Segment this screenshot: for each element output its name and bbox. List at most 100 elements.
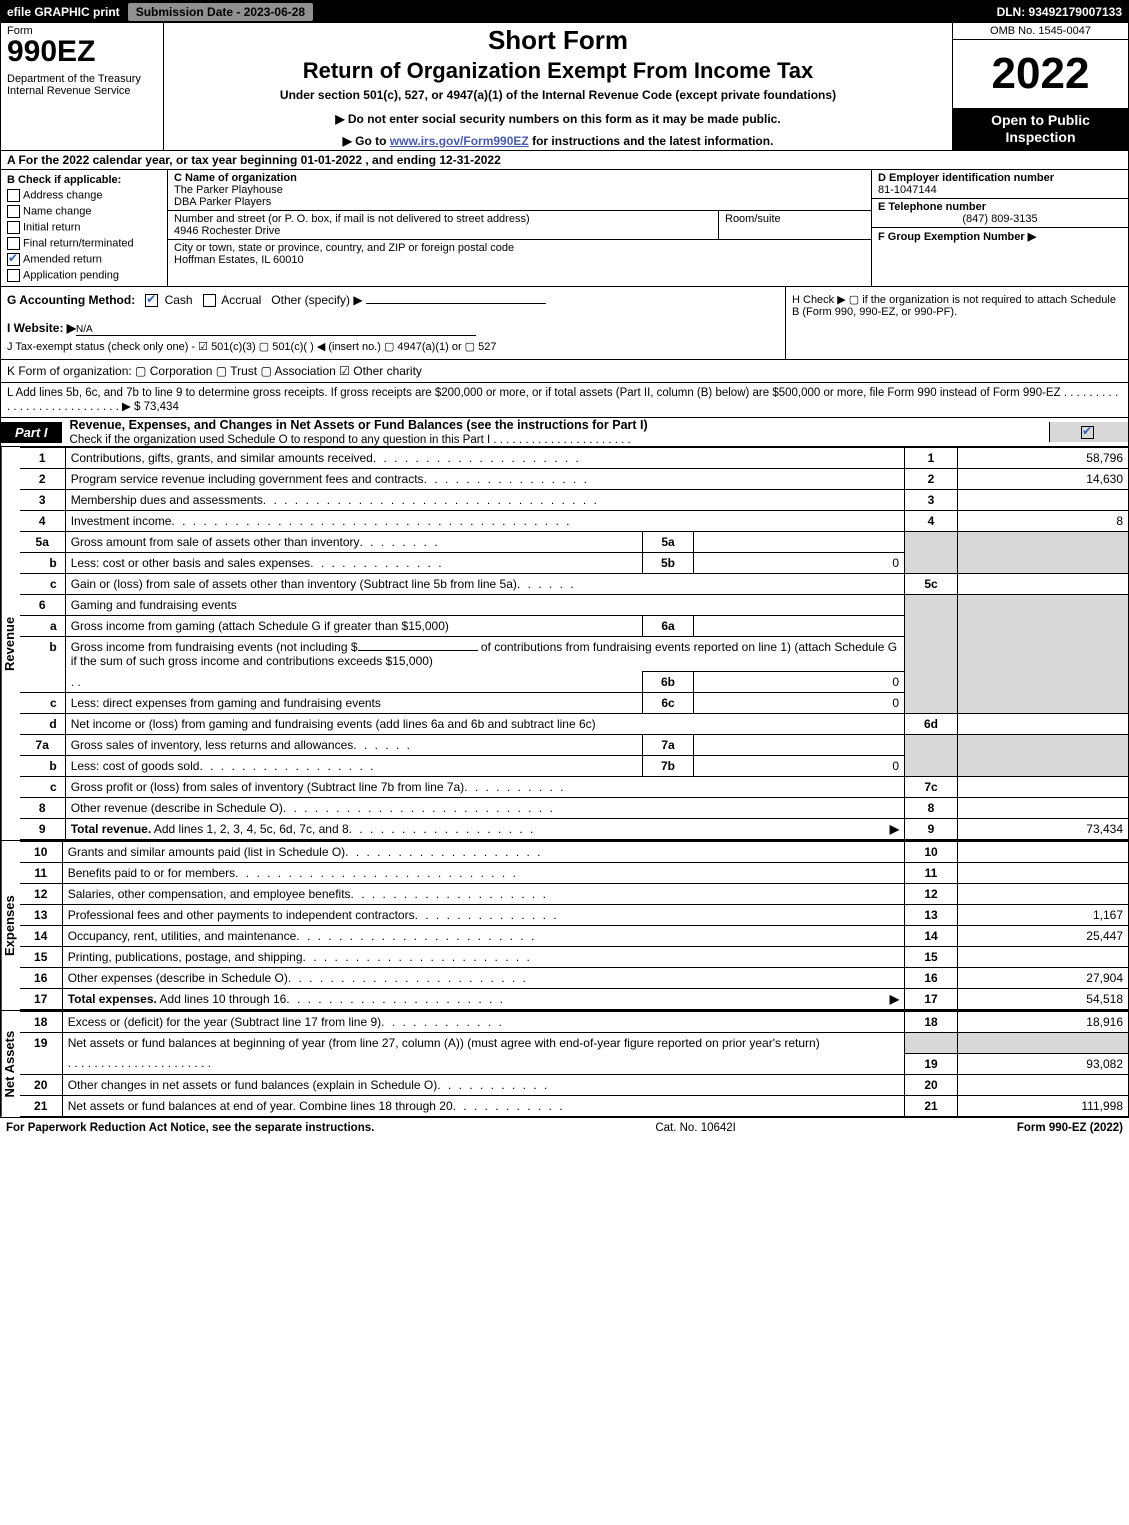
- section-ghi: G Accounting Method: Cash Accrual Other …: [1, 287, 1128, 360]
- ein-value: 81-1047144: [878, 184, 937, 196]
- efile-print-label: efile GRAPHIC print: [7, 5, 120, 19]
- submission-date: Submission Date - 2023-06-28: [128, 3, 313, 21]
- schedule-o-check[interactable]: [1081, 426, 1094, 439]
- line-l-text: L Add lines 5b, 6c, and 7b to line 9 to …: [7, 387, 1061, 399]
- org-name-1: The Parker Playhouse: [174, 184, 283, 196]
- org-name-label: C Name of organization: [174, 172, 297, 184]
- line-h: H Check ▶ ▢ if the organization is not r…: [785, 287, 1128, 359]
- line-12: 12Salaries, other compensation, and empl…: [20, 884, 1128, 905]
- netassets-vert-label: Net Assets: [1, 1011, 20, 1117]
- org-city-block: City or town, state or province, country…: [168, 240, 871, 268]
- addr-value: 4946 Rochester Drive: [174, 225, 280, 237]
- chk-cash[interactable]: [145, 294, 158, 307]
- dept-label: Department of the Treasury Internal Reve…: [7, 73, 157, 97]
- group-exemption-label: F Group Exemption Number ▶: [878, 231, 1036, 243]
- line-5c: cGain or (loss) from sale of assets othe…: [20, 574, 1128, 595]
- part-1-title-text: Revenue, Expenses, and Changes in Net As…: [70, 418, 648, 432]
- line-15: 15Printing, publications, postage, and s…: [20, 947, 1128, 968]
- form-number: 990EZ: [7, 37, 157, 67]
- expenses-section: Expenses 10Grants and similar amounts pa…: [1, 840, 1128, 1010]
- chk-amended-return[interactable]: Amended return: [7, 253, 161, 266]
- part-1-check: [1049, 422, 1128, 442]
- footer-left: For Paperwork Reduction Act Notice, see …: [6, 1122, 374, 1134]
- line-7a: 7aGross sales of inventory, less returns…: [20, 735, 1128, 756]
- under-section: Under section 501(c), 527, or 4947(a)(1)…: [172, 88, 944, 102]
- omb-number: OMB No. 1545-0047: [953, 23, 1128, 40]
- open-inspection: Open to Public Inspection: [953, 108, 1128, 150]
- row-a-tax-year: A For the 2022 calendar year, or tax yea…: [1, 151, 1128, 170]
- chk-amended-return-label: Amended return: [23, 253, 102, 265]
- line-21: 21Net assets or fund balances at end of …: [20, 1095, 1128, 1116]
- line-6d: dNet income or (loss) from gaming and fu…: [20, 714, 1128, 735]
- irs-link[interactable]: www.irs.gov/Form990EZ: [390, 134, 529, 148]
- line-19: . . . . . . . . . . . . . . . . . . . . …: [20, 1053, 1128, 1074]
- phone-label: E Telephone number: [878, 201, 986, 213]
- line-4: 4Investment income . . . . . . . . . . .…: [20, 511, 1128, 532]
- line-19-text: 19Net assets or fund balances at beginni…: [20, 1033, 1128, 1054]
- expenses-table: 10Grants and similar amounts paid (list …: [20, 841, 1128, 1010]
- part-1-header: Part I Revenue, Expenses, and Changes in…: [1, 417, 1128, 447]
- header-center: Short Form Return of Organization Exempt…: [164, 23, 952, 150]
- top-bar: efile GRAPHIC print Submission Date - 20…: [1, 1, 1128, 23]
- line-5a: 5aGross amount from sale of assets other…: [20, 532, 1128, 553]
- line-16: 16Other expenses (describe in Schedule O…: [20, 968, 1128, 989]
- ssn-note: ▶ Do not enter social security numbers o…: [172, 112, 944, 126]
- expenses-vert-label: Expenses: [1, 841, 20, 1010]
- line-17: 17Total expenses. Add lines 10 through 1…: [20, 989, 1128, 1010]
- line-k: K Form of organization: ▢ Corporation ▢ …: [1, 360, 1128, 383]
- header-left: Form 990EZ Department of the Treasury In…: [1, 23, 164, 150]
- phone-value: (847) 809-3135: [878, 213, 1122, 225]
- chk-name-change-label: Name change: [23, 205, 92, 217]
- i-label: I Website: ▶: [7, 321, 76, 335]
- info-row-bcd: B Check if applicable: Address change Na…: [1, 170, 1128, 287]
- chk-final-return-label: Final return/terminated: [23, 237, 134, 249]
- footer-right: Form 990-EZ (2022): [1017, 1122, 1123, 1134]
- chk-application-pending-label: Application pending: [23, 269, 119, 281]
- chk-address-change[interactable]: Address change: [7, 189, 161, 202]
- ghi-left: G Accounting Method: Cash Accrual Other …: [1, 287, 785, 359]
- netassets-section: Net Assets 18Excess or (deficit) for the…: [1, 1010, 1128, 1117]
- g-cash: Cash: [165, 293, 193, 307]
- tax-year: 2022: [953, 40, 1128, 108]
- col-b-header: B Check if applicable:: [7, 174, 121, 186]
- phone-block: E Telephone number (847) 809-3135: [872, 199, 1128, 228]
- goto-suffix: for instructions and the latest informat…: [529, 134, 774, 148]
- line-j: J Tax-exempt status (check only one) - ☑…: [7, 340, 779, 353]
- goto-line: ▶ Go to www.irs.gov/Form990EZ for instru…: [172, 134, 944, 148]
- line-14: 14Occupancy, rent, utilities, and mainte…: [20, 926, 1128, 947]
- g-accrual: Accrual: [221, 293, 261, 307]
- chk-final-return[interactable]: Final return/terminated: [7, 237, 161, 250]
- line-1: 1Contributions, gifts, grants, and simil…: [20, 448, 1128, 469]
- chk-accrual[interactable]: [203, 294, 216, 307]
- line-18: 18Excess or (deficit) for the year (Subt…: [20, 1012, 1128, 1033]
- dln-label: DLN: 93492179007133: [997, 5, 1122, 19]
- room-suite: Room/suite: [718, 211, 871, 239]
- city-value: Hoffman Estates, IL 60010: [174, 254, 304, 266]
- i-value: N/A: [76, 324, 476, 336]
- line-20: 20Other changes in net assets or fund ba…: [20, 1074, 1128, 1095]
- chk-initial-return-label: Initial return: [23, 221, 80, 233]
- chk-application-pending[interactable]: Application pending: [7, 269, 161, 282]
- line-11: 11Benefits paid to or for members . . . …: [20, 863, 1128, 884]
- part-1-tab: Part I: [1, 422, 62, 443]
- part-1-title: Revenue, Expenses, and Changes in Net As…: [62, 418, 648, 446]
- group-exemption-block: F Group Exemption Number ▶: [872, 228, 1128, 245]
- col-b-check: B Check if applicable: Address change Na…: [1, 170, 168, 286]
- line-l-amount: ▶ $ 73,434: [122, 401, 179, 413]
- col-d-ids: D Employer identification number 81-1047…: [871, 170, 1128, 286]
- line-7c: cGross profit or (loss) from sales of in…: [20, 777, 1128, 798]
- line-2: 2Program service revenue including gover…: [20, 469, 1128, 490]
- org-name-2: DBA Parker Players: [174, 196, 271, 208]
- revenue-section: Revenue 1Contributions, gifts, grants, a…: [1, 447, 1128, 840]
- addr-label: Number and street (or P. O. box, if mail…: [174, 213, 530, 225]
- chk-initial-return[interactable]: Initial return: [7, 221, 161, 234]
- footer-catno: Cat. No. 10642I: [655, 1122, 736, 1134]
- line-g: G Accounting Method: Cash Accrual Other …: [7, 293, 779, 307]
- line-i: I Website: ▶N/A: [7, 321, 779, 336]
- g-other: Other (specify) ▶: [271, 293, 362, 307]
- chk-name-change[interactable]: Name change: [7, 205, 161, 218]
- short-form-title: Short Form: [172, 25, 944, 56]
- chk-address-change-label: Address change: [23, 189, 103, 201]
- city-label: City or town, state or province, country…: [174, 242, 514, 254]
- line-8: 8Other revenue (describe in Schedule O) …: [20, 798, 1128, 819]
